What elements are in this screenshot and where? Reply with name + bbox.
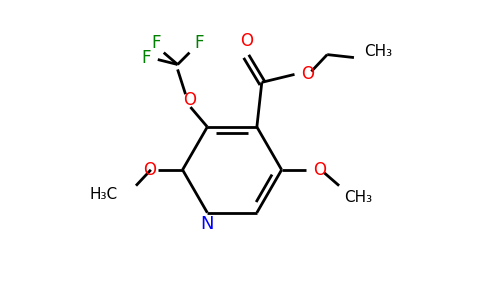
Text: CH₃: CH₃	[344, 190, 372, 205]
Text: F: F	[195, 34, 204, 52]
Text: F: F	[141, 49, 151, 67]
Text: H₃C: H₃C	[89, 187, 117, 202]
Text: O: O	[313, 161, 326, 179]
Text: O: O	[143, 161, 156, 179]
Text: O: O	[241, 32, 254, 50]
Text: O: O	[302, 65, 315, 83]
Text: F: F	[151, 34, 161, 52]
Text: CH₃: CH₃	[364, 44, 392, 59]
Text: N: N	[200, 215, 214, 233]
Text: O: O	[183, 91, 196, 109]
